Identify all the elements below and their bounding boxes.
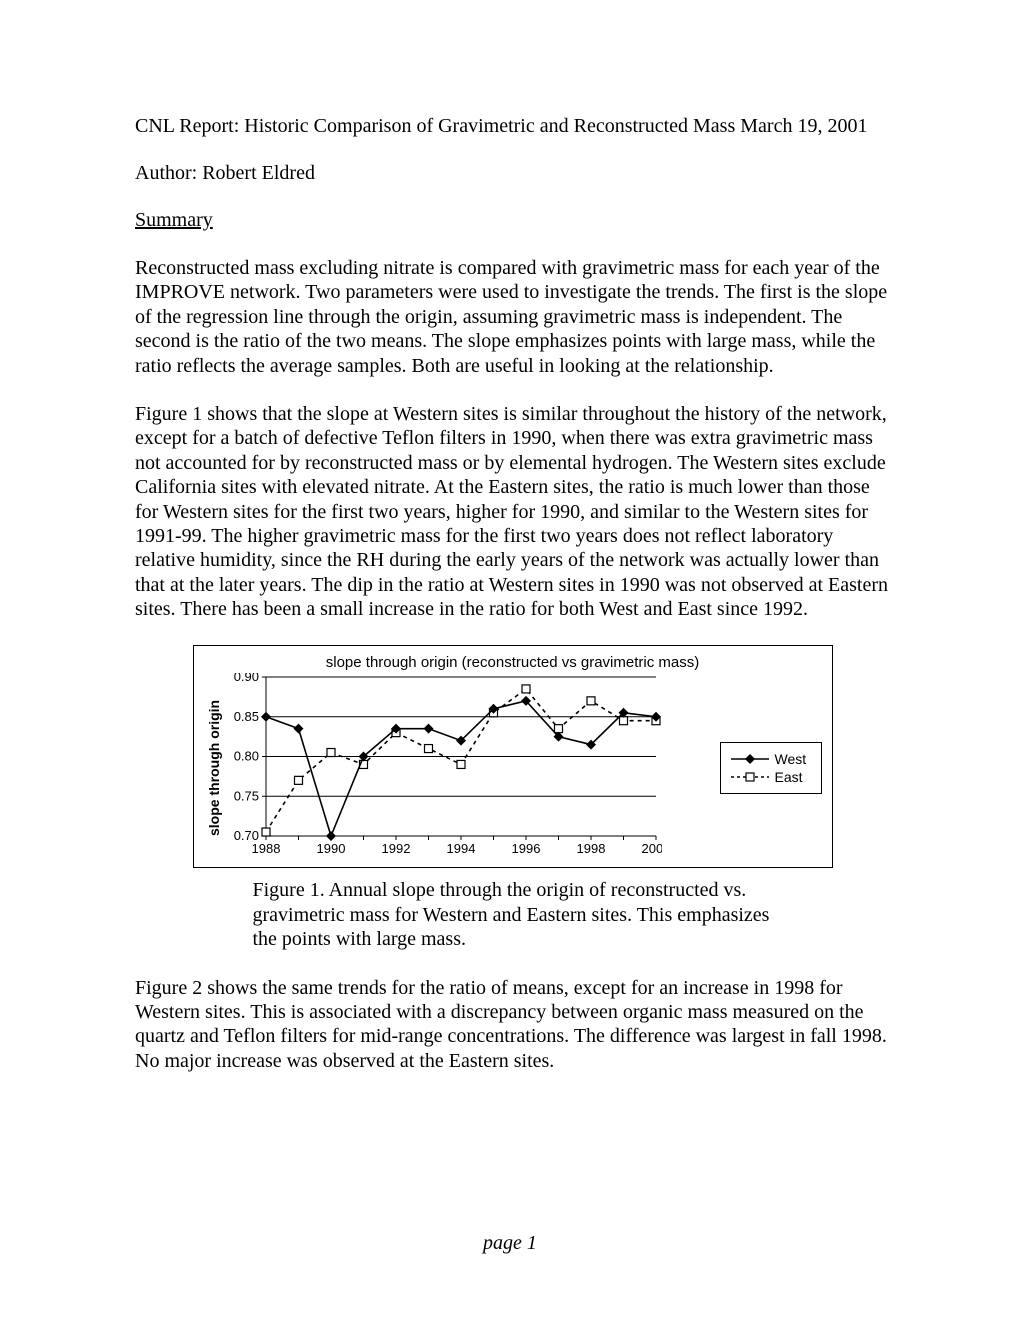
- legend-west: West: [731, 751, 811, 767]
- paragraph-3: Figure 2 shows the same trends for the r…: [135, 976, 890, 1074]
- figure-1-caption: Figure 1. Annual slope through the origi…: [253, 878, 773, 951]
- svg-text:0.85: 0.85: [233, 709, 258, 724]
- svg-text:0.80: 0.80: [233, 749, 258, 764]
- page: CNL Report: Historic Comparison of Gravi…: [0, 0, 1020, 1320]
- legend-west-swatch: [731, 752, 769, 766]
- chart-title: slope through origin (reconstructed vs g…: [204, 654, 822, 671]
- svg-text:1994: 1994: [446, 841, 475, 856]
- page-number: page 1: [0, 1232, 1020, 1255]
- svg-text:0.90: 0.90: [233, 673, 258, 684]
- summary-heading: Summary: [135, 209, 890, 232]
- svg-text:0.75: 0.75: [233, 789, 258, 804]
- svg-text:1990: 1990: [316, 841, 345, 856]
- figure-1: slope through origin (reconstructed vs g…: [193, 645, 833, 951]
- paragraph-2: Figure 1 shows that the slope at Western…: [135, 402, 890, 622]
- report-title: CNL Report: Historic Comparison of Gravi…: [135, 115, 890, 138]
- legend-east: East: [731, 769, 811, 785]
- svg-text:1992: 1992: [381, 841, 410, 856]
- svg-text:1998: 1998: [576, 841, 605, 856]
- svg-text:1996: 1996: [511, 841, 540, 856]
- chart-legend: West East: [720, 742, 822, 794]
- legend-east-swatch: [731, 770, 769, 784]
- author-line: Author: Robert Eldred: [135, 162, 890, 185]
- legend-west-label: West: [775, 751, 807, 767]
- chart-plot-area: 0.700.750.800.850.9019881990199219941996…: [222, 673, 712, 863]
- chart-ylabel: slope through origin: [204, 673, 222, 863]
- svg-text:2000: 2000: [641, 841, 661, 856]
- paragraph-1: Reconstructed mass excluding nitrate is …: [135, 256, 890, 378]
- legend-east-label: East: [775, 769, 803, 785]
- svg-text:1988: 1988: [251, 841, 280, 856]
- chart-box: slope through origin (reconstructed vs g…: [193, 645, 833, 868]
